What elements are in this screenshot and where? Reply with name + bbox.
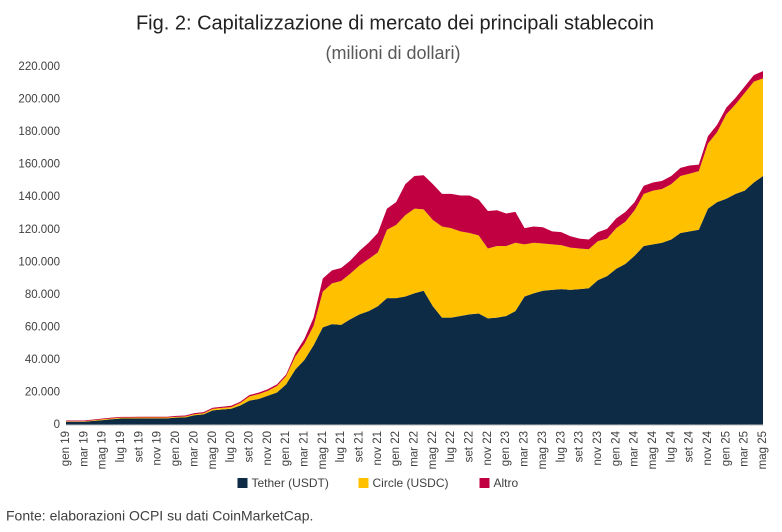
x-tick-label: mar 24	[629, 430, 641, 466]
x-tick-label: nov 21	[372, 431, 384, 466]
legend-swatch	[479, 478, 490, 488]
y-tick-label: 40.000	[25, 354, 60, 366]
x-tick-label: mag 22	[427, 431, 439, 469]
y-tick-label: 20.000	[25, 386, 60, 398]
x-tick-label: lug 22	[445, 431, 457, 462]
x-tick-label: nov 20	[262, 431, 274, 466]
x-tick-label: mag 25	[757, 431, 769, 469]
y-tick-label: 100.000	[18, 256, 60, 268]
x-tick-label: nov 24	[702, 430, 714, 465]
x-tick-label: mar 20	[188, 431, 200, 467]
x-tick-label: gen 24	[610, 430, 622, 466]
x-tick-label: nov 19	[152, 431, 164, 466]
legend-swatch	[237, 478, 248, 488]
x-tick-label: mag 20	[207, 431, 219, 469]
y-tick-label: 180.000	[18, 126, 60, 138]
x-tick-label: lug 21	[335, 431, 347, 462]
area	[66, 78, 763, 422]
legend-label: Altro	[494, 476, 519, 490]
y-tick-label: 120.000	[18, 224, 60, 236]
y-tick-label: 0	[54, 419, 60, 431]
x-tick-label: gen 23	[500, 431, 512, 466]
y-tick-label: 60.000	[25, 321, 60, 333]
x-tick-label: set 24	[684, 430, 696, 462]
legend-swatch	[358, 478, 369, 488]
x-tick-label: set 23	[574, 431, 586, 462]
x-tick-label: gen 21	[280, 431, 292, 466]
x-tick-label: gen 19	[60, 431, 72, 466]
x-tick-label: mar 21	[298, 431, 310, 467]
legend-label: Circle (USDC)	[373, 476, 449, 490]
x-tick-label: lug 19	[115, 431, 127, 462]
x-tick-label: set 21	[354, 431, 366, 462]
x-tick-label: set 22	[464, 431, 476, 462]
chart-subtitle: (milioni di dollari)	[325, 43, 460, 63]
x-tick-label: lug 23	[555, 431, 567, 462]
x-tick-label: gen 22	[390, 431, 402, 466]
source-note: Fonte: elaborazioni OCPI su dati CoinMar…	[6, 508, 313, 524]
y-tick-label: 200.000	[18, 94, 60, 106]
x-tick-label: nov 23	[592, 431, 604, 466]
x-tick-label: mar 25	[739, 431, 751, 467]
y-tick-label: 80.000	[25, 289, 60, 301]
x-tick-label: gen 25	[720, 431, 732, 466]
x-tick-label: lug 24	[665, 430, 677, 462]
chart-title: Fig. 2: Capitalizzazione di mercato dei …	[136, 12, 654, 34]
x-tick-label: mar 23	[519, 431, 531, 467]
x-tick-label: mag 19	[97, 431, 109, 469]
x-tick-label: mag 23	[537, 431, 549, 469]
y-tick-label: 140.000	[18, 191, 60, 203]
x-tick-label: lug 20	[225, 431, 237, 462]
area	[66, 176, 763, 425]
x-tick-label: mar 19	[78, 431, 90, 467]
x-tick-label: set 20	[243, 431, 255, 462]
legend-label: Tether (USDT)	[252, 476, 329, 490]
y-tick-label: 220.000	[18, 61, 60, 73]
x-tick-label: mar 22	[409, 431, 421, 467]
x-tick-label: mag 24	[647, 430, 659, 469]
x-tick-label: mag 21	[317, 431, 329, 469]
x-tick-label: nov 22	[482, 431, 494, 466]
x-tick-label: gen 20	[170, 431, 182, 466]
x-tick-label: set 19	[133, 431, 145, 462]
y-tick-label: 160.000	[18, 159, 60, 171]
